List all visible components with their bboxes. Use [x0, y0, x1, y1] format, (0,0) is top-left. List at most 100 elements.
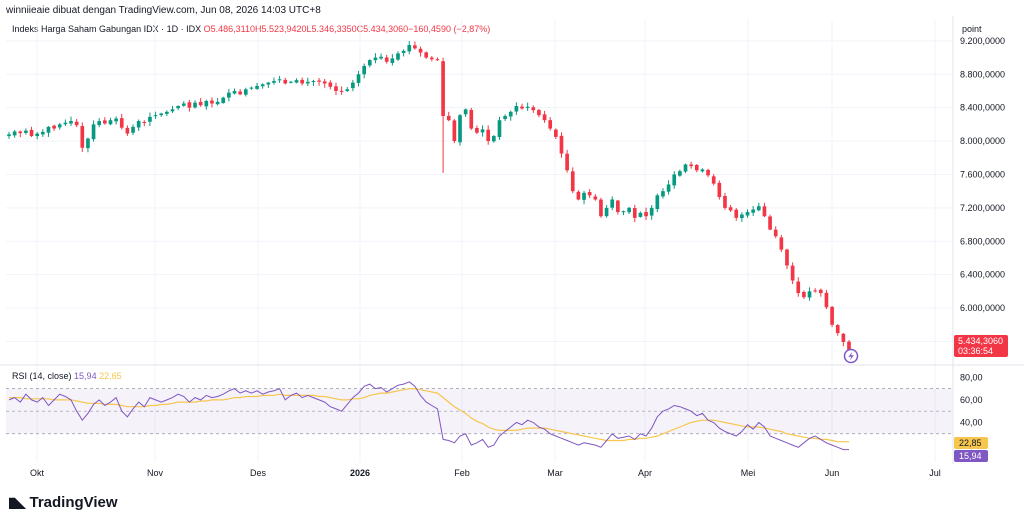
- candle-body: [429, 57, 434, 60]
- candle: [334, 82, 338, 96]
- candle-body: [616, 200, 620, 213]
- candle-body: [362, 65, 366, 75]
- candle-body: [401, 50, 406, 54]
- candle-body: [531, 107, 536, 111]
- candle: [345, 86, 350, 92]
- time-tick-label: Des: [250, 468, 267, 478]
- candle-body: [119, 118, 124, 128]
- candle-body: [694, 165, 699, 171]
- candle: [435, 57, 440, 61]
- candle: [142, 120, 147, 127]
- candle-body: [153, 115, 158, 117]
- candle-body: [86, 138, 90, 149]
- candle-body: [576, 191, 581, 200]
- candle: [655, 193, 660, 213]
- candle-body: [181, 103, 186, 106]
- candle-body: [300, 79, 304, 84]
- candle-body: [57, 124, 62, 128]
- candle-body: [773, 229, 778, 237]
- time-tick-label: Okt: [30, 468, 45, 478]
- candle-body: [700, 169, 705, 172]
- candle: [7, 131, 11, 139]
- candle: [429, 56, 434, 62]
- candle-body: [790, 265, 795, 281]
- candle: [300, 77, 304, 86]
- candle: [193, 100, 197, 109]
- candle-body: [35, 133, 40, 137]
- candle-body: [125, 127, 130, 134]
- lightning-icon[interactable]: [843, 348, 859, 364]
- candle: [103, 117, 107, 125]
- candle: [339, 86, 344, 95]
- candle: [768, 214, 772, 231]
- candle: [762, 202, 767, 218]
- candle-body: [711, 176, 716, 184]
- candle-body: [649, 207, 654, 216]
- candle: [125, 125, 130, 136]
- candle: [818, 288, 823, 297]
- ohlc-close: C5.434,3060: [356, 24, 409, 34]
- candle: [86, 137, 90, 153]
- candle: [745, 209, 750, 218]
- candle-body: [232, 90, 237, 94]
- last-price-tag-background: [954, 335, 1008, 357]
- candle-body: [260, 84, 265, 87]
- candle-body: [548, 120, 553, 129]
- candle: [57, 122, 62, 130]
- candle-body: [655, 195, 660, 210]
- candle-body: [762, 206, 767, 217]
- candle-body: [311, 80, 316, 82]
- candle-body: [272, 80, 276, 83]
- candle: [463, 108, 468, 117]
- candle: [508, 110, 513, 121]
- candle-body: [255, 85, 259, 89]
- candle-body: [469, 109, 474, 129]
- candle-body: [559, 135, 564, 154]
- price-tick-label: 6.800,0000: [960, 236, 1005, 246]
- candle-body: [830, 306, 834, 325]
- candle-body: [756, 206, 761, 211]
- candle-body: [717, 182, 722, 198]
- candle: [12, 129, 17, 138]
- candle: [717, 180, 722, 200]
- candle: [520, 103, 524, 110]
- rsi-ma-tag-background: [954, 437, 988, 449]
- candle-body: [24, 130, 28, 133]
- time-axis[interactable]: Okt Nov Des 2026 Feb Mar Apr Mei Jun Jul: [30, 468, 941, 478]
- candle-body: [221, 97, 226, 103]
- candle: [46, 126, 51, 137]
- candle-body: [728, 207, 733, 211]
- candle: [401, 49, 406, 57]
- rsi-tick-label: 80,00: [960, 372, 983, 382]
- candle-body: [413, 45, 417, 49]
- candle: [728, 204, 733, 212]
- candle-body: [176, 106, 180, 109]
- candle-body: [407, 45, 412, 52]
- tradingview-logo[interactable]: ▮◣ TradingView: [8, 494, 118, 511]
- candle-body: [80, 126, 85, 148]
- price-tick-label: 8.000,0000: [960, 136, 1005, 146]
- candle: [497, 116, 502, 140]
- candle-body: [565, 153, 569, 171]
- candle-body: [582, 192, 586, 200]
- candle: [40, 129, 45, 137]
- candle-body: [52, 125, 56, 129]
- rsi-value: 15,94: [74, 371, 97, 381]
- candle-body: [345, 89, 350, 91]
- price-axis[interactable]: 9.200,0000 8.800,0000 8.400,0000 8.000,0000…: [960, 36, 1005, 347]
- candle-body: [108, 120, 113, 125]
- candle: [418, 46, 423, 57]
- rsi-tick-label: 40,00: [960, 417, 983, 427]
- candle: [232, 88, 237, 95]
- candle-body: [317, 80, 321, 82]
- rsi-legend[interactable]: RSI (14, close) 15,94 22,65: [12, 371, 122, 381]
- candle: [384, 54, 389, 64]
- candle-body: [384, 57, 389, 62]
- candle-body: [508, 111, 513, 117]
- symbol-legend[interactable]: Indeks Harga Saham Gabungan IDX · 1D · I…: [12, 24, 490, 34]
- candle-body: [554, 129, 558, 137]
- candle-body: [745, 212, 750, 216]
- price-scale-unit[interactable]: point: [962, 24, 982, 34]
- candle: [644, 207, 648, 221]
